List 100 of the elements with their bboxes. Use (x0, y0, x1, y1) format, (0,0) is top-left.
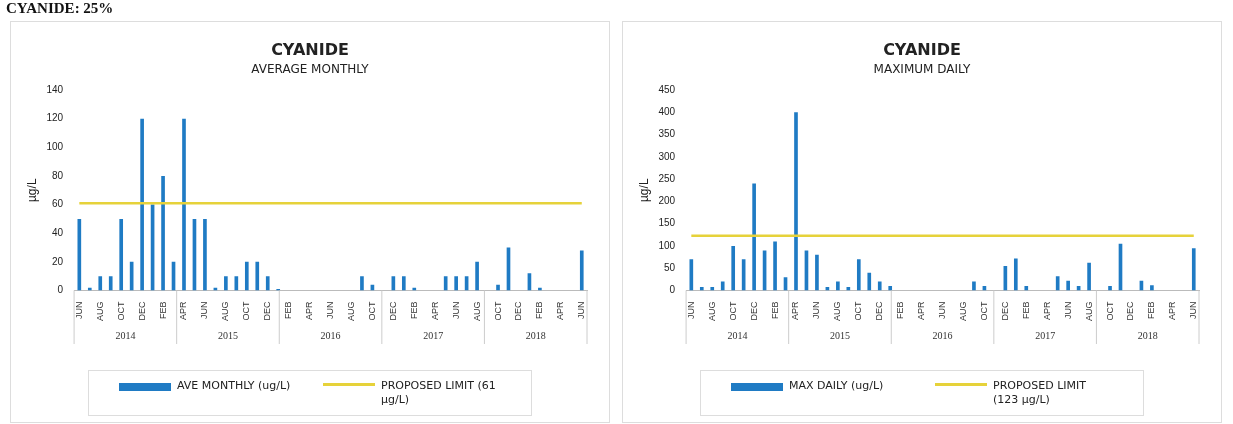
x-tick-label: DEC (874, 301, 885, 321)
bar (255, 261, 260, 291)
x-tick-label: APR (790, 301, 801, 321)
text: 2015 (829, 329, 850, 341)
x-tick-label: APR (1041, 301, 1052, 321)
text: 2018 (525, 329, 546, 341)
x-tick-label: AUG (1083, 301, 1094, 322)
y-tick-label: 100 (658, 239, 676, 251)
legend-label: PROPOSED LIMIT (61 µg/L) (381, 379, 497, 407)
chart-subtitle: AVERAGE MONTHLY (250, 62, 370, 76)
x-tick-label: DEC (999, 301, 1010, 321)
bar (1191, 248, 1196, 291)
y-tick-label: 50 (663, 261, 676, 273)
bar (720, 281, 725, 291)
x-tick-label: AUG (345, 301, 356, 322)
x-tick-label: DEC (513, 301, 524, 321)
x-tick-label: APR (178, 301, 189, 321)
bar (1024, 286, 1029, 291)
bar (119, 218, 124, 291)
x-tick-label: AUG (94, 301, 105, 322)
x-tick-label: OCT (115, 301, 126, 321)
x-tick-label: JUN (450, 301, 461, 319)
y-tick-label: 0 (669, 284, 676, 296)
x-tick-label: JUN (811, 301, 822, 319)
y-tick-label: 250 (658, 172, 676, 184)
x-tick-label: OCT (366, 301, 377, 321)
bar (877, 281, 882, 291)
chart-title: CYANIDE (270, 40, 350, 59)
bar (360, 276, 364, 291)
x-tick-label: OCT (727, 301, 738, 321)
x-tick-label: JUN (937, 301, 948, 319)
x-tick-label: FEB (1146, 301, 1157, 320)
legend-label: MAX DAILY (ug/L) (789, 379, 885, 393)
y-tick-label: 80 (51, 169, 64, 181)
x-tick-label: JUN (576, 301, 587, 319)
x-tick-label: JUN (73, 301, 84, 319)
bar (888, 286, 893, 291)
x-tick-label: JUN (325, 301, 336, 319)
x-tick-label: APR (916, 301, 927, 321)
x-tick-label: OCT (492, 301, 503, 321)
y-tick-label: 350 (658, 128, 676, 140)
y-tick-label: 100 (46, 141, 64, 153)
x-tick-label: DEC (1125, 301, 1136, 321)
bar (731, 245, 736, 291)
text: 2018 (1137, 329, 1158, 341)
bar (1108, 286, 1112, 291)
x-tick-label: JUN (199, 301, 210, 319)
x-tick-label: DEC (136, 301, 147, 321)
bar (1055, 276, 1060, 291)
x-tick-label: AUG (706, 301, 717, 322)
x-tick-label: OCT (1104, 301, 1115, 321)
bar (1066, 280, 1070, 291)
x-tick-label: APR (304, 301, 315, 321)
bar (224, 276, 228, 291)
bar (443, 276, 448, 291)
bar (794, 112, 798, 291)
bar (1150, 285, 1154, 291)
text: 2014 (727, 329, 748, 341)
bar (1087, 262, 1091, 291)
x-tick-label: AUG (471, 301, 482, 322)
text: 2017 (1035, 329, 1056, 341)
bar (579, 250, 584, 291)
x-tick-label: OCT (241, 301, 252, 321)
legend-label: PROPOSED LIMIT (123 µg/L) (993, 379, 1087, 407)
bar (108, 276, 113, 291)
x-tick-label: AUG (220, 301, 231, 322)
bar (836, 281, 840, 291)
y-tick-label: 20 (51, 255, 64, 267)
bar (496, 284, 500, 291)
x-tick-label: JUN (685, 301, 696, 319)
text: 2016 (932, 329, 953, 341)
x-tick-label: DEC (262, 301, 273, 321)
x-tick-label: FEB (1020, 301, 1031, 320)
text: 2017 (423, 329, 444, 341)
x-tick-label: AUG (832, 301, 843, 322)
x-tick-label: FEB (534, 301, 545, 320)
y-tick-label: 120 (46, 112, 64, 124)
bar (752, 183, 756, 291)
bar (182, 118, 186, 291)
bar (689, 259, 694, 291)
bar (140, 118, 144, 291)
y-tick-label: 200 (658, 195, 676, 207)
y-tick-label: 400 (658, 106, 676, 118)
chart-title: CYANIDE (882, 40, 962, 59)
x-tick-label: OCT (853, 301, 864, 321)
bar (98, 276, 103, 291)
bar (401, 276, 406, 291)
bar (244, 261, 249, 291)
x-tick-label: DEC (387, 301, 398, 321)
x-tick-label: JUN (1062, 301, 1073, 319)
y-tick-label: 60 (51, 198, 64, 210)
y-tick-label: 40 (51, 226, 64, 238)
bar (867, 272, 872, 291)
y-tick-label: 450 (658, 83, 676, 95)
bar (475, 261, 479, 291)
bar (773, 241, 777, 291)
x-tick-label: APR (429, 301, 440, 321)
y-axis-title: µg/L (24, 178, 39, 203)
text: 2014 (115, 329, 136, 341)
x-tick-label: FEB (769, 301, 780, 320)
